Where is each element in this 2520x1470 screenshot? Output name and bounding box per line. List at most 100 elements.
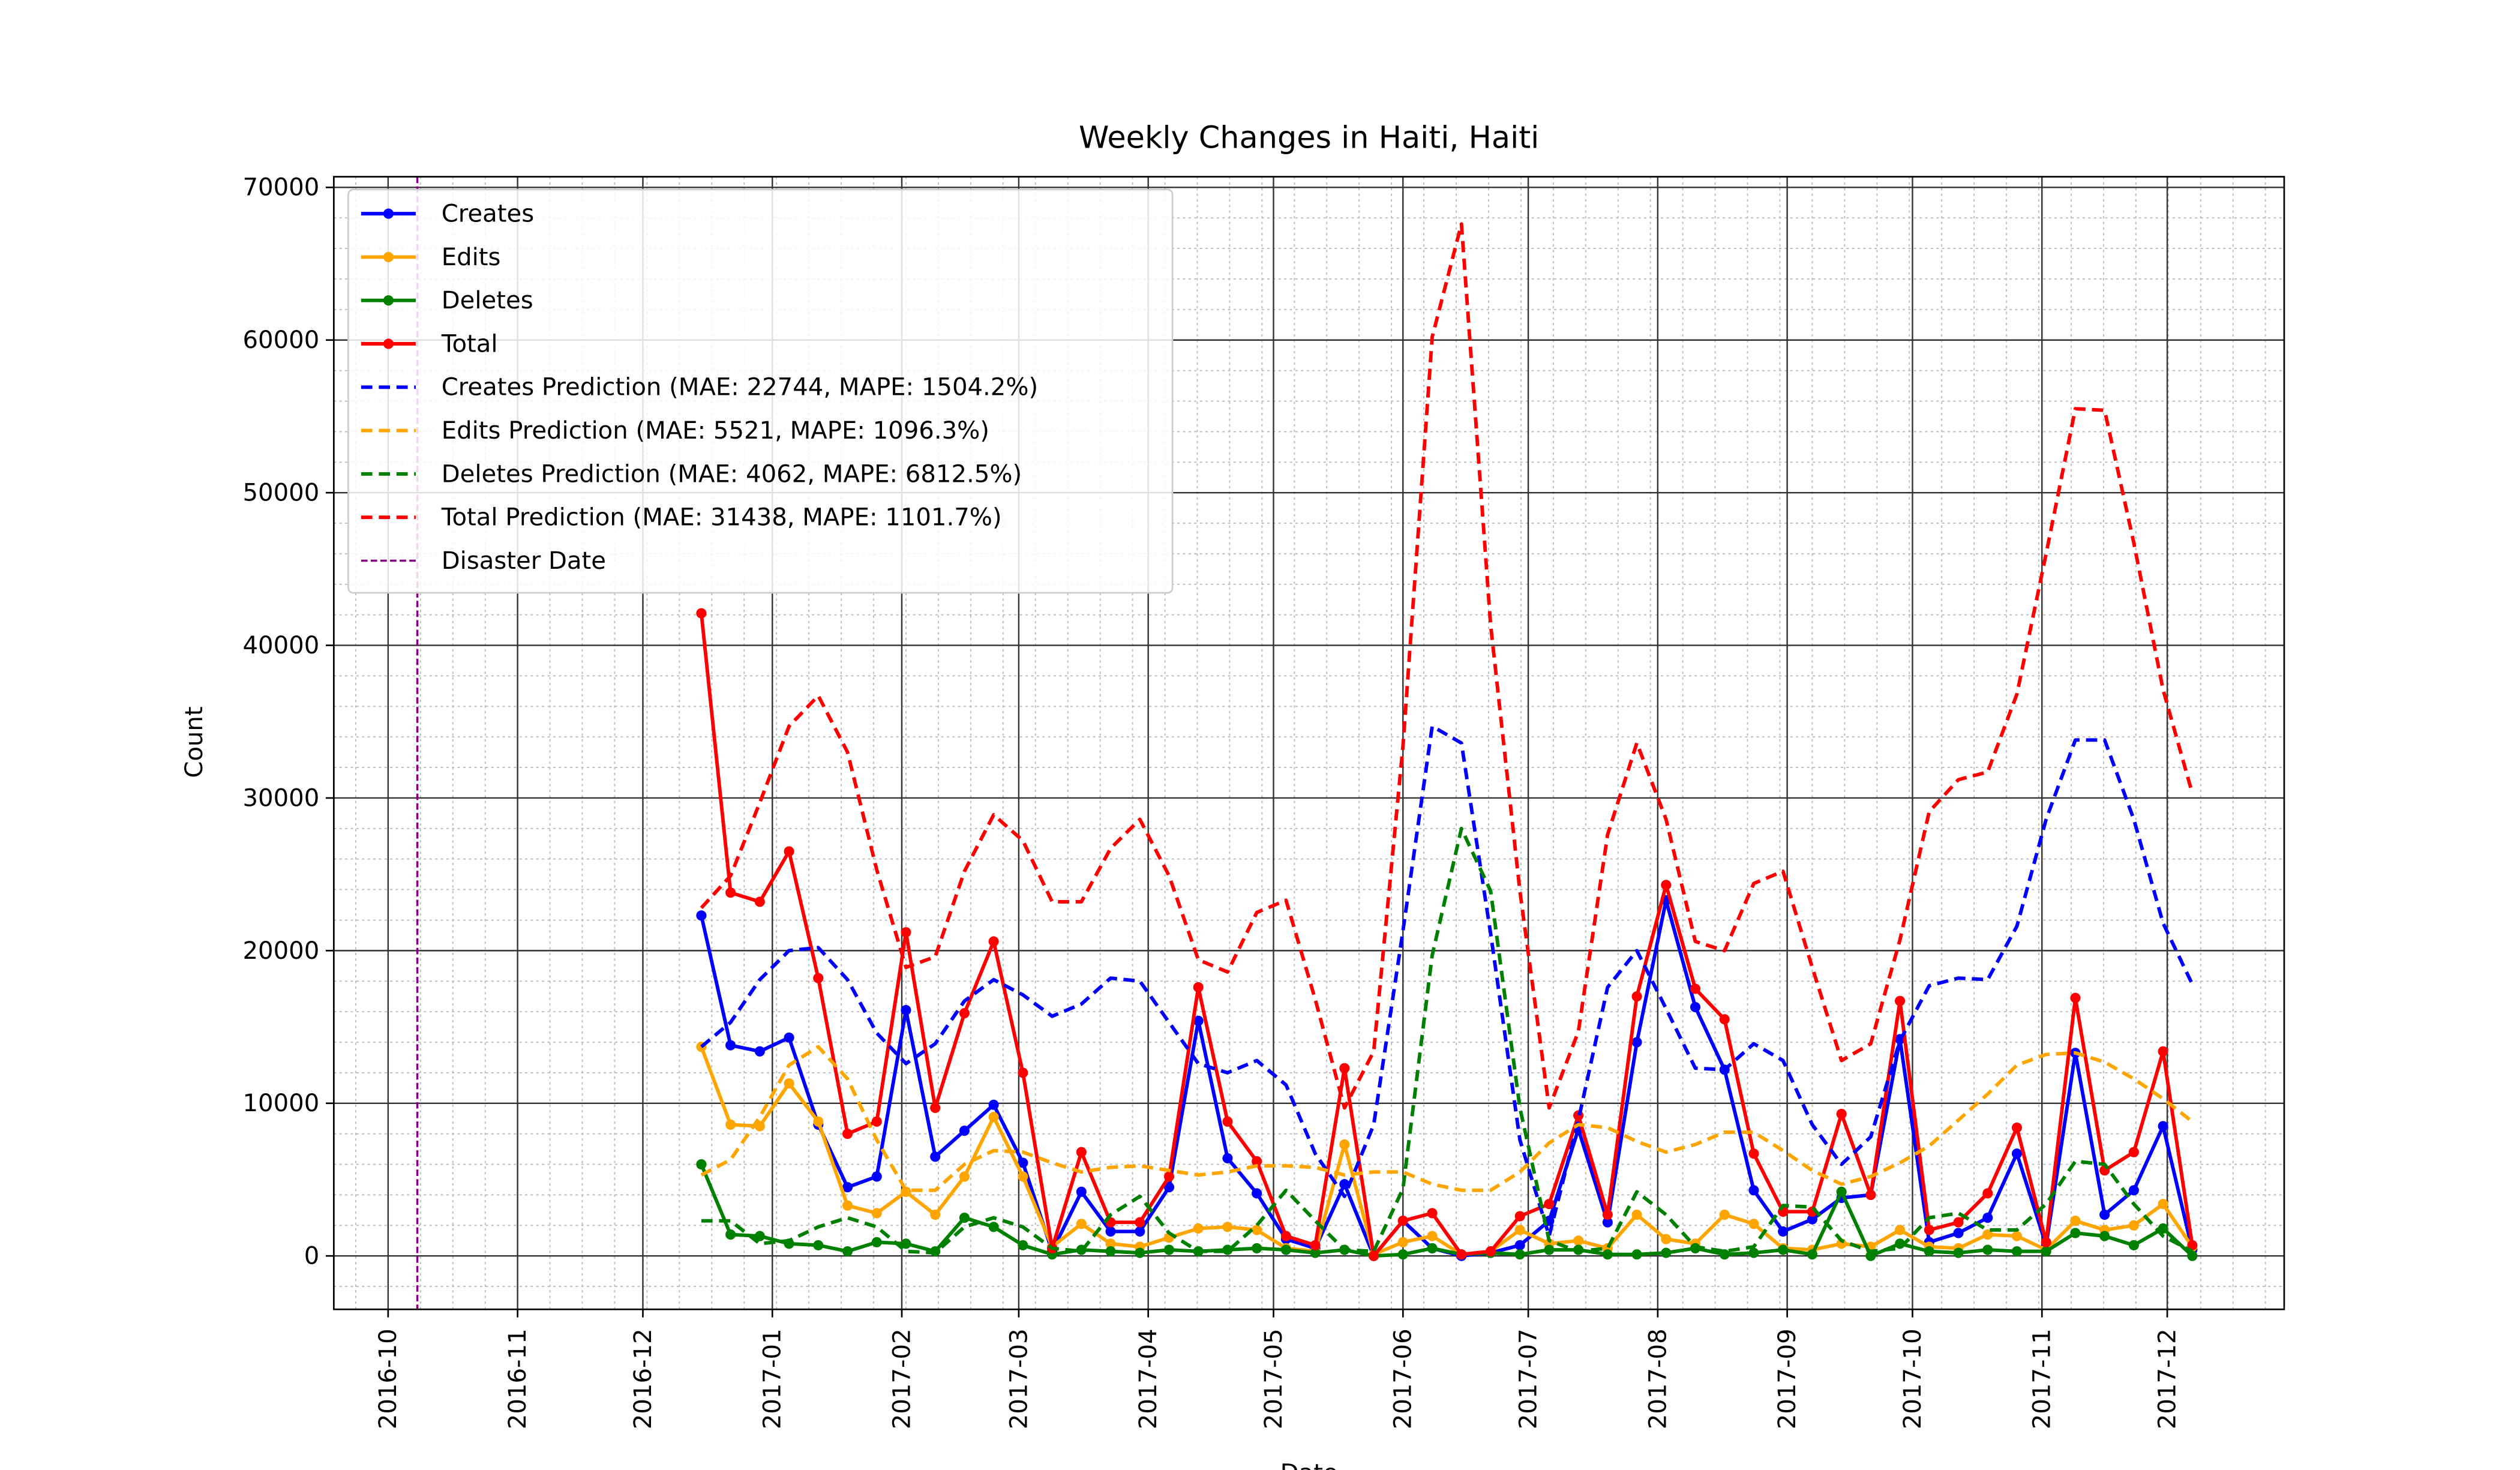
point bbox=[1018, 1240, 1028, 1250]
point bbox=[1076, 1147, 1087, 1157]
point bbox=[2128, 1147, 2139, 1157]
legend-label: Edits Prediction (MAE: 5521, MAPE: 1096.… bbox=[442, 417, 989, 445]
series-line bbox=[699, 613, 2194, 1258]
point bbox=[901, 1238, 911, 1249]
point bbox=[2099, 1209, 2110, 1220]
legend-marker bbox=[383, 295, 394, 306]
point bbox=[1982, 1188, 1993, 1199]
point bbox=[1018, 1067, 1028, 1078]
x-tick-label: 2017-08 bbox=[1644, 1328, 1672, 1429]
prediction-line bbox=[700, 724, 2194, 1238]
point bbox=[1252, 1188, 1262, 1199]
y-tick-label: 40000 bbox=[243, 632, 320, 659]
point bbox=[1953, 1247, 1964, 1258]
point bbox=[1953, 1217, 1964, 1228]
point bbox=[696, 910, 707, 921]
point bbox=[1368, 1250, 1379, 1261]
x-tick-label: 2017-02 bbox=[888, 1328, 916, 1429]
point bbox=[725, 1040, 736, 1051]
x-tick-label: 2016-11 bbox=[504, 1328, 532, 1429]
point bbox=[2158, 1199, 2168, 1210]
x-tick-label: 2017-01 bbox=[759, 1328, 787, 1429]
point bbox=[871, 1171, 882, 1182]
point bbox=[988, 1112, 999, 1123]
point bbox=[1748, 1148, 1759, 1159]
x-tick-label: 2017-12 bbox=[2153, 1328, 2181, 1429]
legend-label: Deletes bbox=[442, 287, 533, 314]
point bbox=[1018, 1171, 1028, 1182]
point bbox=[842, 1182, 853, 1193]
point bbox=[871, 1237, 882, 1247]
point bbox=[959, 1171, 970, 1182]
x-tick-label: 2016-10 bbox=[374, 1328, 402, 1429]
point bbox=[1982, 1229, 1993, 1240]
point bbox=[1661, 1234, 1672, 1244]
point bbox=[1105, 1226, 1116, 1237]
point bbox=[784, 1032, 794, 1043]
prediction-line bbox=[701, 826, 2194, 1255]
point bbox=[1163, 1244, 1175, 1255]
x-tick-label: 2017-09 bbox=[1774, 1328, 1801, 1429]
x-tick-label: 2016-12 bbox=[629, 1328, 657, 1429]
point bbox=[1602, 1217, 1613, 1228]
point bbox=[1982, 1244, 1993, 1255]
point bbox=[725, 1229, 736, 1240]
point bbox=[2041, 1237, 2051, 1247]
point bbox=[1924, 1225, 1934, 1235]
point bbox=[2011, 1231, 2023, 1241]
point bbox=[696, 608, 707, 619]
point bbox=[1397, 1237, 1408, 1247]
point bbox=[754, 1046, 765, 1057]
point bbox=[1135, 1226, 1145, 1237]
point bbox=[1631, 991, 1642, 1002]
point bbox=[1514, 1225, 1525, 1235]
point bbox=[2099, 1231, 2110, 1241]
point bbox=[1222, 1153, 1233, 1163]
legend-label: Total Prediction (MAE: 31438, MAPE: 1101… bbox=[441, 504, 1002, 532]
point bbox=[1690, 983, 1701, 994]
point bbox=[1076, 1186, 1087, 1197]
legend-marker bbox=[383, 251, 394, 262]
point bbox=[930, 1209, 941, 1220]
point bbox=[2128, 1240, 2139, 1250]
point bbox=[1076, 1219, 1087, 1229]
point bbox=[1193, 1223, 1204, 1234]
point bbox=[1807, 1214, 1817, 1225]
point bbox=[901, 927, 911, 938]
point bbox=[1105, 1246, 1116, 1257]
x-tick-label: 2017-10 bbox=[1899, 1328, 1927, 1429]
point bbox=[930, 1151, 941, 1162]
point bbox=[930, 1102, 941, 1113]
y-tick-label: 70000 bbox=[243, 174, 320, 202]
x-tick-label: 2017-05 bbox=[1260, 1328, 1288, 1429]
point bbox=[842, 1129, 853, 1139]
point bbox=[1865, 1189, 1876, 1201]
point bbox=[1895, 995, 1906, 1006]
point bbox=[1222, 1116, 1233, 1127]
legend-marker bbox=[383, 208, 394, 219]
point bbox=[988, 1099, 999, 1110]
point bbox=[1310, 1247, 1321, 1258]
point bbox=[988, 1222, 999, 1232]
point bbox=[1427, 1208, 1438, 1219]
point bbox=[2187, 1250, 2198, 1261]
point bbox=[2070, 1228, 2081, 1238]
y-tick-label: 10000 bbox=[243, 1090, 320, 1117]
point bbox=[1280, 1244, 1291, 1255]
point bbox=[1252, 1156, 1262, 1167]
point bbox=[2158, 1121, 2168, 1132]
point bbox=[1661, 1247, 1672, 1258]
point bbox=[1748, 1219, 1759, 1229]
point bbox=[1778, 1244, 1789, 1255]
point bbox=[2128, 1185, 2139, 1196]
point bbox=[1252, 1225, 1262, 1235]
point bbox=[2128, 1220, 2139, 1231]
point bbox=[1514, 1240, 1525, 1250]
point bbox=[1631, 1209, 1642, 1220]
y-tick-label: 50000 bbox=[243, 479, 320, 507]
legend-label: Total bbox=[441, 330, 498, 358]
point bbox=[1719, 1209, 1730, 1220]
axes-frame bbox=[333, 176, 2285, 1310]
point bbox=[1544, 1244, 1555, 1255]
